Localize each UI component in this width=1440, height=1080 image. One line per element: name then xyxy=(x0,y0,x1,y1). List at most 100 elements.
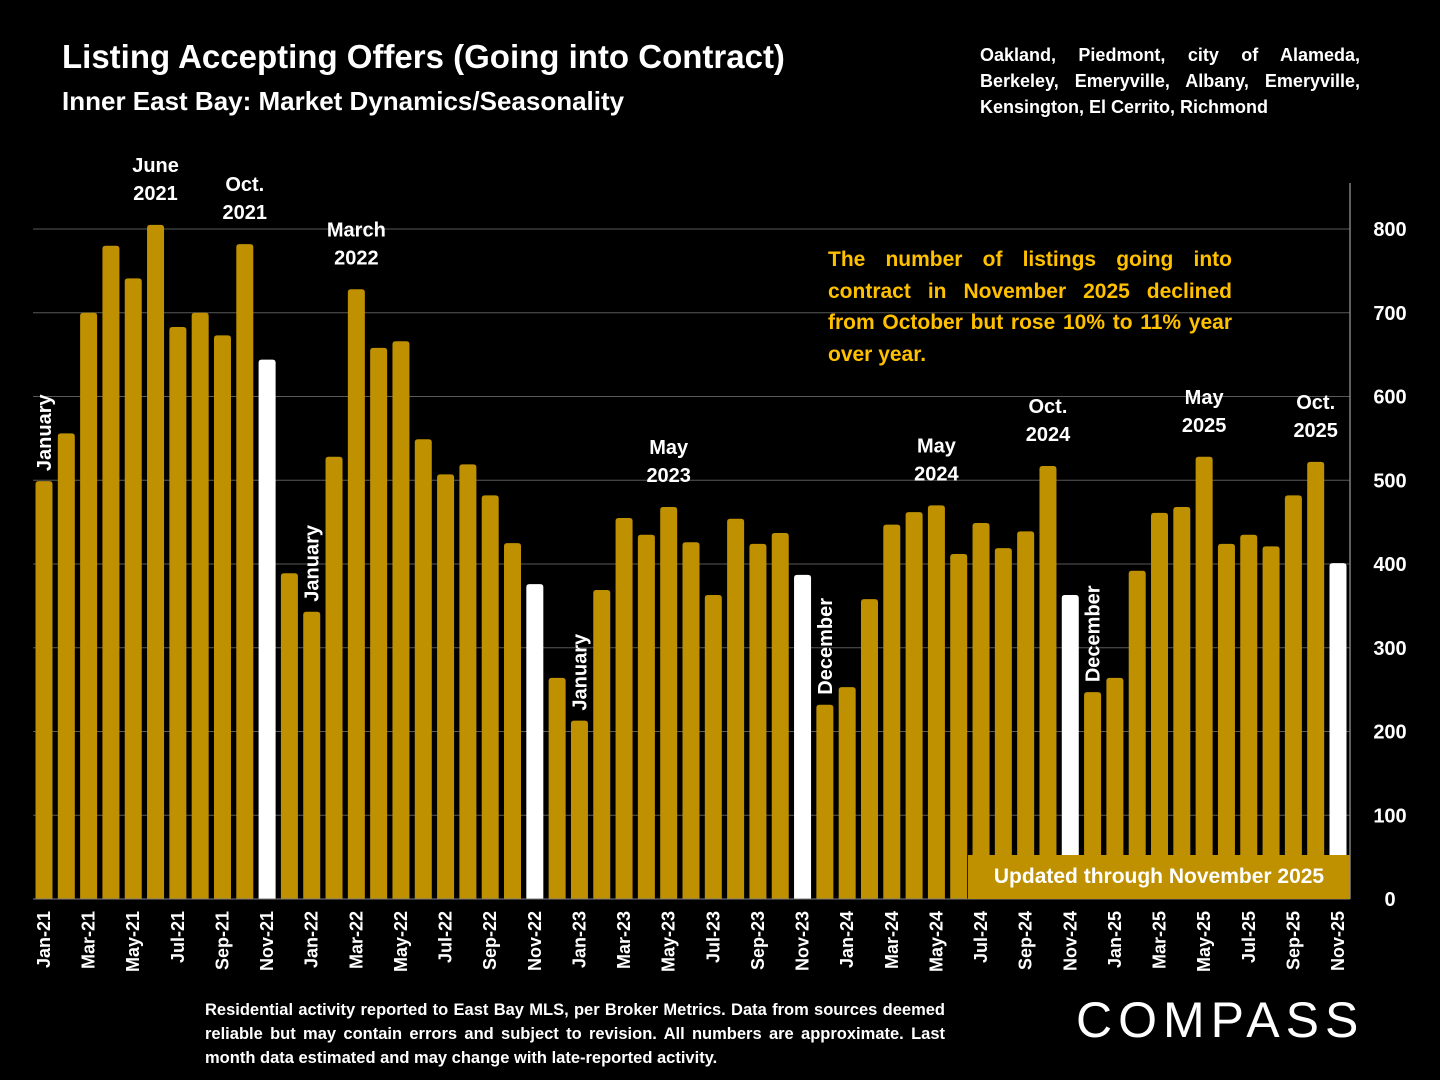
x-tick-label: Jul-25 xyxy=(1239,911,1259,963)
x-tick-label: Jul-21 xyxy=(168,911,188,963)
bar-aug-23 xyxy=(727,518,745,899)
updated-through-badge: Updated through November 2025 xyxy=(968,855,1350,899)
bars xyxy=(35,224,1347,900)
x-tick-label: Nov-21 xyxy=(257,911,277,971)
bar-oct-23 xyxy=(771,533,789,899)
commentary-note: The number of listings going into contra… xyxy=(828,248,1232,366)
annotation-line: 2023 xyxy=(646,465,691,487)
x-tick-label: Jul-24 xyxy=(971,911,991,963)
bar-sep-25 xyxy=(1284,495,1302,899)
bar-jun-23 xyxy=(682,542,700,899)
bar-apr-24 xyxy=(905,512,923,899)
x-tick-label: Jan-25 xyxy=(1105,911,1125,968)
bar-mar-25 xyxy=(1151,512,1169,899)
bar-sep-24 xyxy=(1017,531,1035,899)
bar-nov-21 xyxy=(258,359,276,899)
y-tick-label: 600 xyxy=(1373,387,1406,409)
bar-mar-24 xyxy=(883,524,901,899)
annotation-line: March xyxy=(327,219,386,241)
bar-nov-23 xyxy=(794,574,812,899)
annotation-line: 2021 xyxy=(223,202,268,224)
annotation-label: January xyxy=(302,524,324,602)
y-tick-label: 200 xyxy=(1373,722,1406,744)
y-tick-label: 300 xyxy=(1373,638,1406,660)
bar-sep-21 xyxy=(213,335,231,899)
annotation-line: May xyxy=(1185,387,1225,409)
bar-dec-22 xyxy=(548,677,566,899)
annotation-label: June 2021 xyxy=(132,155,179,205)
bar-dec-23 xyxy=(816,704,834,899)
bar-nov-25 xyxy=(1329,563,1347,899)
x-tick-label: May-23 xyxy=(659,911,679,972)
bar-oct-25 xyxy=(1307,461,1325,899)
x-tick-label: Sep-23 xyxy=(748,911,768,970)
bar-dec-24 xyxy=(1084,692,1102,899)
bar-feb-25 xyxy=(1128,570,1146,899)
bar-jun-22 xyxy=(414,439,432,899)
x-tick-label: Nov-23 xyxy=(793,911,813,971)
x-tick-label: May-24 xyxy=(926,911,946,972)
y-tick-label: 100 xyxy=(1373,805,1406,827)
bar-jul-23 xyxy=(704,594,722,899)
annotation-line: May xyxy=(917,435,957,457)
annotation-line: June xyxy=(132,155,179,177)
bar-may-25 xyxy=(1195,456,1213,899)
bar-jan-23 xyxy=(570,720,588,899)
bar-mar-21 xyxy=(80,312,98,899)
bar-jul-21 xyxy=(169,326,187,899)
annotation-label: December xyxy=(1083,585,1105,682)
bar-jan-21 xyxy=(35,481,53,899)
bar-jan-22 xyxy=(303,611,321,899)
x-tick-label: Nov-22 xyxy=(525,911,545,971)
x-tick-label: Mar-21 xyxy=(79,911,99,969)
annotation-label: Oct. 2025 xyxy=(1293,392,1338,442)
bar-jun-25 xyxy=(1217,543,1235,899)
x-tick-label: Sep-24 xyxy=(1016,911,1036,970)
bar-feb-21 xyxy=(57,433,75,899)
x-tick-label: May-21 xyxy=(123,911,143,972)
annotation-label: May 2023 xyxy=(646,437,691,487)
bar-jul-25 xyxy=(1240,534,1258,899)
bar-oct-21 xyxy=(236,244,254,899)
source-footnote: Residential activity reported to East Ba… xyxy=(205,1001,945,1067)
annotation-label: January xyxy=(34,394,56,472)
annotation-line: Oct. xyxy=(225,174,264,196)
chart-title: Listing Accepting Offers (Going into Con… xyxy=(62,38,785,75)
y-tick-label: 500 xyxy=(1373,470,1406,492)
annotation-label: May 2025 xyxy=(1182,387,1227,437)
annotation-line: Oct. xyxy=(1296,392,1335,414)
bar-oct-22 xyxy=(504,543,522,899)
annotation-line: 2025 xyxy=(1293,420,1338,442)
x-axis: Jan-21 Mar-21 May-21 Jul-21 Sep-21 Nov-21 Jan-… xyxy=(33,898,1350,972)
annotation-label: March 2022 xyxy=(327,219,386,269)
annotation-line: Oct. xyxy=(1029,396,1068,418)
x-tick-label: Sep-21 xyxy=(212,911,232,970)
bar-mar-23 xyxy=(615,517,633,899)
bar-feb-22 xyxy=(325,456,343,899)
bar-sep-22 xyxy=(481,495,499,899)
bar-jan-25 xyxy=(1106,677,1124,899)
x-tick-label: Jan-21 xyxy=(34,911,54,968)
bar-may-21 xyxy=(124,278,142,900)
bar-jun-24 xyxy=(950,553,968,899)
bar-mar-22 xyxy=(347,289,365,899)
bar-sep-23 xyxy=(749,543,767,899)
y-axis: 0 100 200 300 400 500 600 700 800 xyxy=(1349,183,1407,911)
x-tick-label: Mar-24 xyxy=(882,911,902,969)
y-tick-label: 0 xyxy=(1384,889,1395,911)
annotation-label: May 2024 xyxy=(914,435,959,485)
bar-may-23 xyxy=(660,507,678,899)
bar-chart: January June 2021 Oct. 2021 January March 2022 J… xyxy=(33,155,1407,972)
bar-may-24 xyxy=(927,505,945,899)
x-tick-label: Sep-25 xyxy=(1283,911,1303,970)
x-tick-label: Nov-25 xyxy=(1328,911,1348,971)
annotation-line: 2022 xyxy=(334,247,379,269)
annotation-label: Oct. 2021 xyxy=(223,174,268,224)
compass-logo: COMPASS xyxy=(1076,992,1365,1048)
x-tick-label: Mar-25 xyxy=(1150,911,1170,969)
bar-jul-22 xyxy=(437,474,455,899)
bar-apr-22 xyxy=(370,347,388,899)
annotation-line: 2024 xyxy=(1026,424,1071,446)
y-tick-label: 700 xyxy=(1373,303,1406,325)
x-tick-label: Jan-22 xyxy=(302,911,322,968)
